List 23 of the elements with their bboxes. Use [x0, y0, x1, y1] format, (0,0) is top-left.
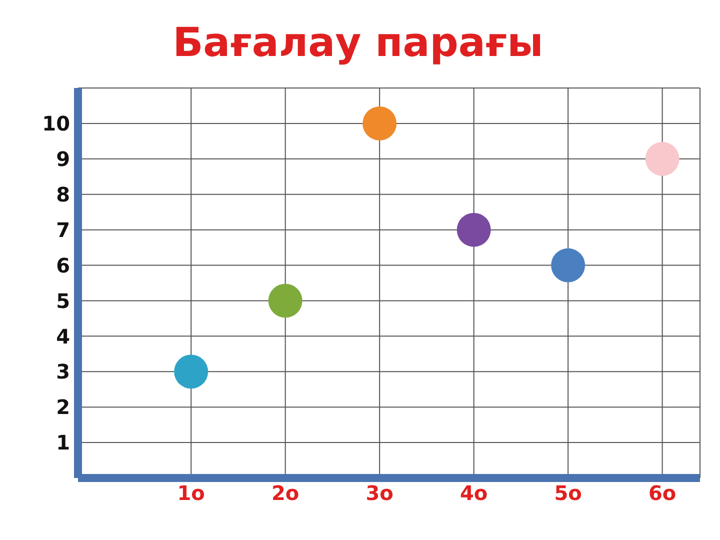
point: [362, 106, 397, 140]
y-tick-label: 9: [56, 147, 70, 172]
point: [551, 248, 586, 282]
y-tick-label: 3: [56, 360, 70, 384]
y-tick-label: 6: [56, 253, 70, 278]
y-tick-label: 8: [56, 182, 70, 206]
point: [174, 354, 208, 389]
point: [645, 142, 680, 176]
point: [268, 284, 302, 318]
y-tick-label: 10: [42, 112, 70, 136]
y-tick-label: 2: [56, 395, 70, 420]
x-tick-label: 5o: [554, 481, 582, 506]
x-tick-label: 1o: [177, 481, 205, 506]
y-tick-label: 4: [56, 324, 70, 348]
y-tick-label: 7: [56, 218, 70, 242]
point: [456, 212, 491, 247]
y-tick-label: 1: [56, 430, 70, 455]
chart-title: Бағалау парағы: [172, 20, 544, 66]
x-tick-label: 6o: [648, 481, 676, 506]
y-tick-label: 5: [56, 288, 70, 313]
x-tick-label: 3o: [366, 481, 394, 506]
x-tick-label: 4o: [460, 481, 488, 506]
x-tick-label: 2o: [272, 481, 300, 506]
